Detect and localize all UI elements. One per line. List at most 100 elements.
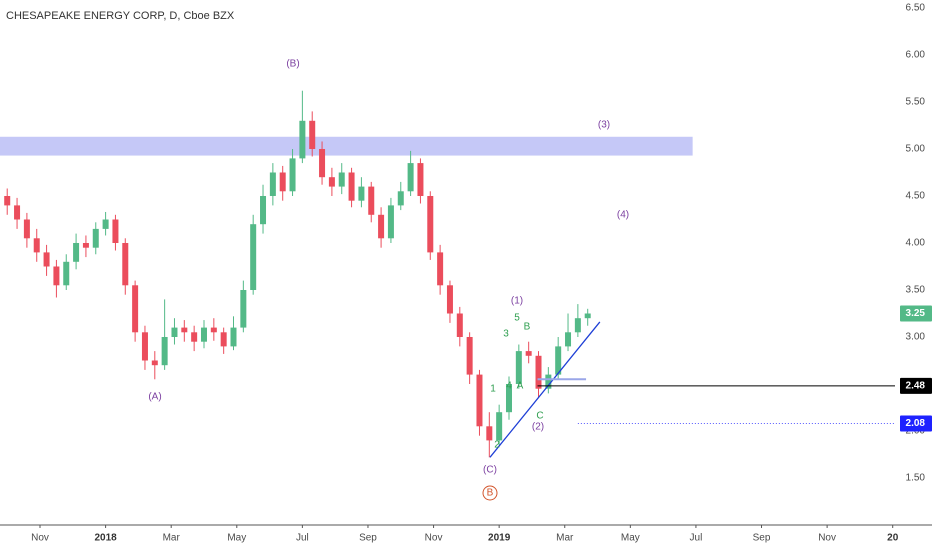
candle-body	[535, 355, 542, 389]
candle-body	[230, 327, 237, 347]
candle-body	[319, 148, 326, 178]
candle-body	[14, 205, 21, 220]
y-tick-label: 4.50	[906, 191, 926, 202]
candle-body	[33, 238, 40, 253]
candle-body	[191, 332, 198, 342]
wave-label: (4)	[617, 210, 629, 221]
x-tick-label: Nov	[818, 533, 836, 544]
candle-body	[378, 214, 385, 239]
candle-body	[456, 313, 463, 337]
candle-body	[43, 252, 50, 267]
candle-body	[328, 177, 335, 187]
y-tick-label: 5.50	[906, 97, 926, 108]
y-tick-label: 5.00	[906, 144, 926, 155]
candle-body	[427, 195, 434, 253]
candle-body	[289, 158, 296, 192]
x-tick-label: Jul	[296, 533, 309, 544]
wave-label: (C)	[483, 465, 497, 476]
wave-label: (3)	[598, 120, 610, 131]
x-tick-label: Sep	[753, 533, 771, 544]
candle-body	[132, 285, 139, 333]
wave-label: (A)	[148, 392, 161, 403]
price-badge	[900, 377, 932, 394]
x-tick-label: Mar	[556, 533, 574, 544]
y-tick-label: 3.00	[906, 332, 926, 343]
candle-body	[496, 412, 503, 441]
candle-body	[309, 120, 316, 149]
price-badge-label: 2.08	[906, 418, 926, 429]
candle-body	[338, 172, 345, 187]
candle-body	[112, 219, 119, 243]
candle-body	[23, 219, 30, 239]
candle-body	[515, 351, 522, 384]
y-tick-label: 6.00	[906, 50, 926, 61]
candle-body	[279, 172, 286, 192]
x-tick-label: Nov	[425, 533, 443, 544]
candle-body	[181, 327, 188, 333]
candle-body	[555, 346, 562, 375]
candle-body	[220, 332, 227, 347]
x-tick-label: 20	[887, 533, 899, 544]
candle-body	[476, 374, 483, 427]
y-tick-label: 4.00	[906, 238, 926, 249]
wave-label: A	[517, 381, 524, 392]
wave-label: 1	[490, 384, 496, 395]
candle-body	[565, 332, 572, 347]
price-badge-label: 3.25	[906, 308, 926, 319]
annotation-circle	[482, 485, 498, 501]
candle-body	[161, 336, 168, 366]
candle-body	[574, 318, 581, 333]
x-tick-label: 2018	[94, 533, 117, 544]
wave-label: C	[536, 411, 543, 422]
wave-label: 2	[494, 440, 500, 451]
x-tick-label: Jul	[690, 533, 703, 544]
candle-body	[505, 383, 512, 413]
price-badge	[900, 415, 932, 432]
candle-body	[407, 163, 414, 192]
candle-body	[545, 374, 552, 389]
resistance-zone	[0, 136, 693, 156]
candle-body	[122, 242, 129, 286]
wave-label: (2)	[532, 422, 544, 433]
wave-label: (1)	[511, 296, 523, 307]
price-axis	[895, 0, 932, 550]
candle-body	[486, 426, 493, 441]
time-axis	[0, 525, 932, 550]
candle-body	[63, 261, 70, 286]
chart-title: CHESAPEAKE ENERGY CORP, D, Cboe BZX	[6, 10, 235, 22]
wave-label: 5	[514, 313, 520, 324]
candle-body	[437, 252, 444, 286]
x-tick-label: May	[227, 533, 246, 544]
candle-body	[348, 172, 355, 201]
candle-body	[269, 172, 276, 196]
candle-body	[584, 313, 591, 319]
price-badge	[900, 305, 932, 322]
candle-body	[358, 186, 365, 201]
candle-body	[171, 327, 178, 337]
candle-body	[53, 266, 60, 286]
candle-body	[260, 195, 267, 225]
candle-body	[200, 327, 207, 342]
x-tick-label: Sep	[359, 533, 377, 544]
candle-body	[82, 242, 89, 248]
price-badge-label: 2.48	[906, 381, 926, 392]
candle-body	[73, 242, 80, 262]
candle-body	[368, 186, 375, 215]
wave-label: 3	[503, 329, 509, 340]
x-tick-label: May	[621, 533, 640, 544]
candle-body	[102, 219, 109, 229]
candle-body	[525, 351, 532, 356]
wave-label: B	[487, 488, 494, 499]
candle-body	[299, 120, 306, 159]
candle-body	[446, 285, 453, 314]
x-tick-label: 2019	[488, 533, 511, 544]
trendline	[489, 321, 601, 458]
wave-label: B	[524, 322, 531, 333]
wave-label: 4	[506, 381, 512, 392]
candle-body	[4, 195, 11, 206]
candle-body	[240, 289, 247, 328]
wave-label: (B)	[286, 59, 299, 70]
candle-body	[151, 360, 158, 366]
